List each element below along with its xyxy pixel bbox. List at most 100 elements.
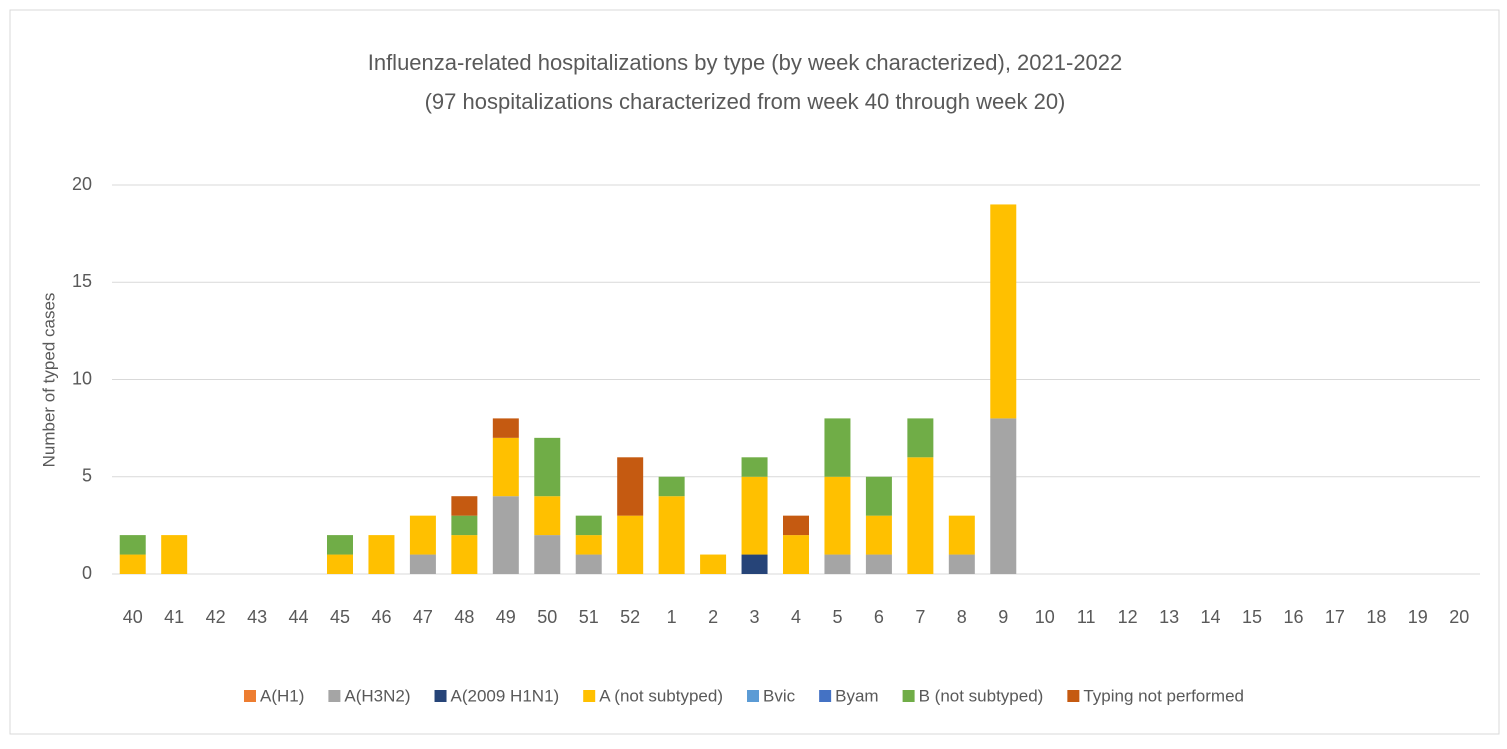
x-tick-label: 8 bbox=[957, 607, 967, 627]
legend-swatch bbox=[819, 690, 832, 702]
x-tick-label: 40 bbox=[123, 607, 143, 627]
x-tick-label: 45 bbox=[330, 607, 350, 627]
bar-segment bbox=[741, 476, 768, 555]
x-tick-label: 2 bbox=[708, 607, 718, 627]
x-tick-label: 20 bbox=[1449, 607, 1469, 627]
bar-segment bbox=[451, 515, 478, 536]
bar-segment bbox=[824, 476, 851, 555]
bar-segment bbox=[907, 418, 934, 458]
x-tick-label: 13 bbox=[1159, 607, 1179, 627]
bar-segment bbox=[658, 476, 685, 497]
bar-segment bbox=[161, 535, 188, 574]
x-tick-label: 6 bbox=[874, 607, 884, 627]
bar-segment bbox=[617, 457, 644, 516]
bar-segment bbox=[617, 515, 644, 574]
x-tick-label: 7 bbox=[915, 607, 925, 627]
bar-segment bbox=[783, 515, 809, 536]
legend-label: Bvic bbox=[763, 686, 796, 705]
bar-segment bbox=[492, 437, 519, 497]
bar-segment bbox=[865, 554, 892, 574]
legend-label: A (not subtyped) bbox=[599, 686, 723, 705]
bar-segment bbox=[658, 496, 685, 574]
x-tick-label: 41 bbox=[164, 607, 184, 627]
x-tick-label: 46 bbox=[371, 607, 391, 627]
bar-segment bbox=[783, 535, 809, 574]
bar-segment bbox=[409, 515, 436, 555]
x-tick-label: 4 bbox=[791, 607, 801, 627]
bar-segment bbox=[865, 515, 892, 555]
bar-segment bbox=[990, 418, 1017, 574]
bar-segment bbox=[119, 535, 146, 555]
bar-segment bbox=[990, 204, 1017, 419]
y-tick-label: 15 bbox=[72, 271, 92, 291]
bar-segment bbox=[865, 476, 892, 516]
x-tick-label: 18 bbox=[1366, 607, 1386, 627]
bar-segment bbox=[409, 554, 436, 574]
bar-segment bbox=[575, 515, 602, 536]
bar-segment bbox=[327, 554, 353, 574]
x-tick-label: 43 bbox=[247, 607, 267, 627]
legend-swatch bbox=[1067, 690, 1080, 702]
bar-segment bbox=[824, 554, 851, 574]
x-tick-label: 42 bbox=[206, 607, 226, 627]
bar-segment bbox=[368, 535, 395, 574]
bar-segment bbox=[824, 418, 851, 477]
legend-label: B (not subtyped) bbox=[919, 686, 1044, 705]
y-tick-label: 0 bbox=[82, 563, 92, 583]
bar-segment bbox=[575, 554, 602, 574]
x-tick-label: 50 bbox=[537, 607, 557, 627]
x-tick-label: 14 bbox=[1201, 607, 1221, 627]
bar-segment bbox=[907, 457, 934, 574]
bar-segment bbox=[948, 515, 975, 555]
chart-title: Influenza-related hospitalizations by ty… bbox=[368, 50, 1123, 75]
x-tick-label: 17 bbox=[1325, 607, 1345, 627]
y-tick-label: 5 bbox=[82, 466, 92, 486]
x-tick-label: 51 bbox=[579, 607, 599, 627]
x-tick-label: 19 bbox=[1408, 607, 1428, 627]
bar-segment bbox=[492, 418, 519, 438]
x-tick-label: 16 bbox=[1283, 607, 1303, 627]
x-tick-label: 49 bbox=[496, 607, 516, 627]
bar-segment bbox=[948, 554, 975, 574]
legend-label: Typing not performed bbox=[1083, 686, 1244, 705]
bar-segment bbox=[700, 554, 727, 574]
x-tick-label: 12 bbox=[1118, 607, 1138, 627]
y-tick-label: 20 bbox=[72, 174, 92, 194]
legend-swatch bbox=[243, 690, 256, 702]
bar-segment bbox=[451, 535, 478, 574]
x-tick-label: 52 bbox=[620, 607, 640, 627]
legend-swatch bbox=[902, 690, 915, 702]
bar-segment bbox=[534, 535, 561, 574]
legend-swatch bbox=[328, 690, 341, 702]
bar-segment bbox=[451, 496, 478, 516]
y-axis-label: Number of typed cases bbox=[39, 293, 58, 468]
bar-segment bbox=[119, 554, 146, 574]
legend-swatch bbox=[434, 690, 447, 702]
x-tick-label: 15 bbox=[1242, 607, 1262, 627]
legend-label: A(H3N2) bbox=[344, 686, 410, 705]
legend-label: A(2009 H1N1) bbox=[451, 686, 560, 705]
x-tick-label: 10 bbox=[1035, 607, 1055, 627]
x-tick-label: 5 bbox=[832, 607, 842, 627]
bar-segment bbox=[492, 496, 519, 574]
bar-segment bbox=[575, 535, 602, 555]
x-tick-label: 47 bbox=[413, 607, 433, 627]
x-tick-label: 11 bbox=[1077, 607, 1096, 627]
legend-swatch bbox=[583, 690, 596, 702]
bar-segment bbox=[534, 437, 561, 497]
x-tick-label: 1 bbox=[667, 607, 677, 627]
x-tick-label: 9 bbox=[998, 607, 1008, 627]
x-tick-label: 44 bbox=[289, 607, 309, 627]
chart-subtitle: (97 hospitalizations characterized from … bbox=[425, 89, 1066, 114]
legend-swatch bbox=[747, 690, 760, 702]
bar-segment bbox=[327, 535, 353, 555]
chart-border bbox=[9, 9, 1500, 735]
legend-label: A(H1) bbox=[260, 686, 304, 705]
legend-label: Byam bbox=[835, 686, 878, 705]
x-tick-label: 48 bbox=[454, 607, 474, 627]
y-tick-label: 10 bbox=[72, 368, 92, 388]
bar-segment bbox=[741, 554, 768, 574]
x-tick-label: 3 bbox=[750, 607, 760, 627]
bar-segment bbox=[741, 457, 768, 477]
